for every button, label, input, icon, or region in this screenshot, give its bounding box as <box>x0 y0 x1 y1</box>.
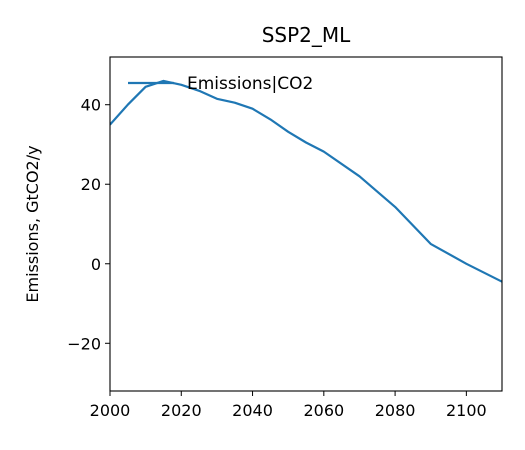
x-tick-label: 2000 <box>90 401 131 420</box>
series-line-0 <box>110 79 502 283</box>
x-tick-label: 2080 <box>375 401 416 420</box>
y-tick-label: 0 <box>91 255 101 274</box>
y-tick-label: −20 <box>67 334 101 353</box>
x-tick-label: 2060 <box>303 401 344 420</box>
y-tick-label: 40 <box>81 96 101 115</box>
y-tick-label: 20 <box>81 175 101 194</box>
axes-frame <box>109 56 503 392</box>
y-axis-label: Emissions, GtCO2/y <box>23 145 42 302</box>
x-tick-label: 2040 <box>232 401 273 420</box>
x-tick-label: 2100 <box>446 401 487 420</box>
legend-entry: Emissions|CO2 <box>187 74 313 94</box>
x-tick-label: 2020 <box>161 401 202 420</box>
plot-area: 2000 2020 2040 2060 2080 2100−2002040Emission… <box>67 56 503 420</box>
chart-title: SSP2_ML <box>262 23 351 47</box>
